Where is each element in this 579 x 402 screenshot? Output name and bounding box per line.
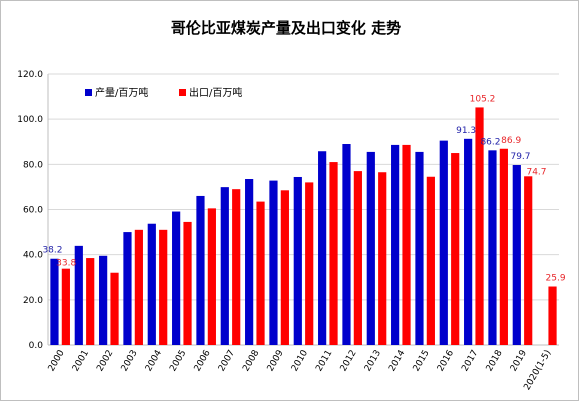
y-tick-label: 0.0 bbox=[29, 341, 44, 351]
bar-export bbox=[159, 229, 168, 345]
y-tick-label: 120.0 bbox=[17, 70, 43, 80]
data-label-production: 79.7 bbox=[510, 152, 530, 162]
bar-export bbox=[475, 107, 484, 345]
bar-export bbox=[183, 221, 192, 345]
x-tick-label: 2007 bbox=[217, 349, 237, 374]
data-labels: 38.2 91.3 86.2 79.7 33.8 105.2 86.9 74.7 25.9 bbox=[42, 94, 565, 283]
bar-production bbox=[342, 144, 351, 345]
x-tick-label: 2006 bbox=[193, 348, 213, 373]
x-tick-label: 2018 bbox=[485, 348, 505, 373]
legend: 产量/百万吨 出口/百万吨 bbox=[85, 86, 242, 99]
bar-production bbox=[415, 151, 424, 345]
data-label-export: 86.9 bbox=[501, 136, 521, 146]
bar-production bbox=[512, 165, 521, 345]
y-tick-label: 100.0 bbox=[17, 115, 43, 125]
bar-export bbox=[451, 153, 460, 345]
x-tick-label: 2008 bbox=[241, 348, 261, 373]
data-label-production: 38.2 bbox=[42, 246, 62, 256]
bar-production bbox=[245, 179, 254, 345]
chart-title: 哥伦比亚煤炭产量及出口变化 走势 bbox=[171, 19, 401, 37]
bar-production bbox=[220, 187, 229, 345]
data-label-export: 105.2 bbox=[470, 94, 496, 104]
bar-export bbox=[256, 201, 265, 345]
bar-production bbox=[50, 258, 59, 345]
x-tick-label: 2017 bbox=[460, 349, 480, 374]
x-tick-label: 2013 bbox=[363, 349, 383, 374]
bars bbox=[50, 107, 557, 345]
bar-export bbox=[426, 176, 435, 345]
bar-export bbox=[280, 190, 289, 345]
x-tick-label: 2002 bbox=[95, 349, 115, 374]
y-tick-label: 20.0 bbox=[23, 296, 43, 306]
x-tick-label: 2004 bbox=[144, 348, 164, 373]
bar-production bbox=[147, 223, 156, 345]
bar-export bbox=[402, 144, 411, 345]
y-tick-label: 40.0 bbox=[23, 251, 43, 261]
bar-export bbox=[329, 162, 338, 345]
bar-production bbox=[439, 140, 448, 345]
x-tick-label: 2012 bbox=[339, 349, 359, 374]
bar-export bbox=[110, 272, 119, 345]
bar-production bbox=[74, 245, 83, 345]
bar-production bbox=[196, 195, 205, 345]
bar-export bbox=[378, 172, 387, 345]
x-tick-label: 2019 bbox=[509, 348, 529, 373]
bar-export bbox=[548, 286, 557, 345]
x-tick-label: 2015 bbox=[412, 349, 432, 374]
bar-production bbox=[391, 144, 400, 345]
x-tick-label: 2009 bbox=[266, 348, 286, 373]
gridlines bbox=[48, 73, 559, 301]
legend-swatch-export bbox=[179, 89, 186, 96]
bar-production bbox=[293, 176, 302, 345]
bar-export bbox=[305, 182, 314, 345]
bar-production bbox=[488, 150, 497, 345]
x-tick-label: 2016 bbox=[436, 348, 456, 373]
bar-export bbox=[232, 189, 241, 345]
bar-export bbox=[524, 176, 533, 345]
bar-export bbox=[353, 171, 362, 345]
y-tick-label: 80.0 bbox=[23, 160, 43, 170]
bar-production bbox=[318, 151, 327, 345]
data-label-production: 91.3 bbox=[456, 126, 476, 136]
x-tick-label: 2014 bbox=[387, 348, 407, 373]
legend-swatch-production bbox=[85, 89, 92, 96]
bar-production bbox=[464, 138, 473, 345]
x-tick-label: 2010 bbox=[290, 348, 310, 373]
x-tick-label: 2005 bbox=[168, 349, 188, 374]
bar-export bbox=[207, 208, 216, 345]
bar-export bbox=[499, 148, 508, 345]
bar-production bbox=[123, 232, 132, 345]
bar-production bbox=[172, 211, 181, 345]
x-tick-label: 2011 bbox=[314, 349, 334, 374]
data-label-production: 86.2 bbox=[480, 137, 500, 147]
bar-production bbox=[366, 151, 375, 345]
legend-label-export: 出口/百万吨 bbox=[189, 86, 242, 99]
bar-production bbox=[99, 255, 108, 345]
data-label-export: 25.9 bbox=[546, 274, 566, 284]
x-tick-label: 2003 bbox=[120, 349, 140, 374]
x-tick-label: 2000 bbox=[47, 348, 67, 373]
bar-production bbox=[269, 180, 278, 345]
bar-export bbox=[86, 258, 95, 345]
data-label-export: 33.8 bbox=[56, 259, 76, 269]
x-tick-label: 2001 bbox=[71, 349, 91, 374]
legend-label-production: 产量/百万吨 bbox=[95, 86, 148, 99]
y-tick-label: 60.0 bbox=[23, 206, 43, 216]
bar-export bbox=[134, 229, 143, 345]
data-label-export: 74.7 bbox=[526, 167, 546, 177]
bar-export bbox=[61, 268, 70, 345]
